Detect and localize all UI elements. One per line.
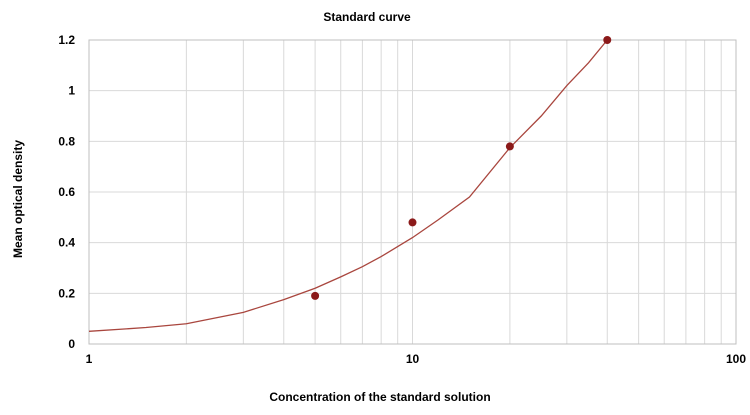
curve-layer: [88, 39, 608, 332]
plot-frame: [88, 39, 737, 345]
y-tick-label: 0.6: [58, 185, 75, 199]
point-layer: [311, 36, 612, 300]
x-tick-label: 1: [86, 352, 93, 366]
x-tick-label: 100: [726, 352, 746, 366]
y-axis-label: Mean optical density: [11, 140, 25, 258]
x-tick-label: 10: [406, 352, 420, 366]
data-point: [408, 218, 417, 227]
chart-title: Standard curve: [323, 10, 411, 24]
data-point: [603, 36, 612, 44]
y-tick-label: 1.2: [58, 33, 75, 47]
y-tick-label: 0.4: [58, 236, 75, 250]
data-point: [505, 142, 514, 151]
tick-layer: 0 0.2 0.4 0.6 0.8 1 1.2 1 10 100: [58, 33, 746, 366]
fit-curve-line: [88, 39, 608, 332]
y-tick-label: 0.8: [58, 134, 75, 148]
grid-layer: [88, 39, 736, 345]
x-axis-label: Concentration of the standard solution: [269, 390, 490, 404]
y-tick-label: 0.2: [58, 286, 75, 300]
y-tick-label: 1: [68, 84, 75, 98]
y-tick-label: 0: [68, 337, 75, 351]
data-point: [311, 291, 320, 300]
